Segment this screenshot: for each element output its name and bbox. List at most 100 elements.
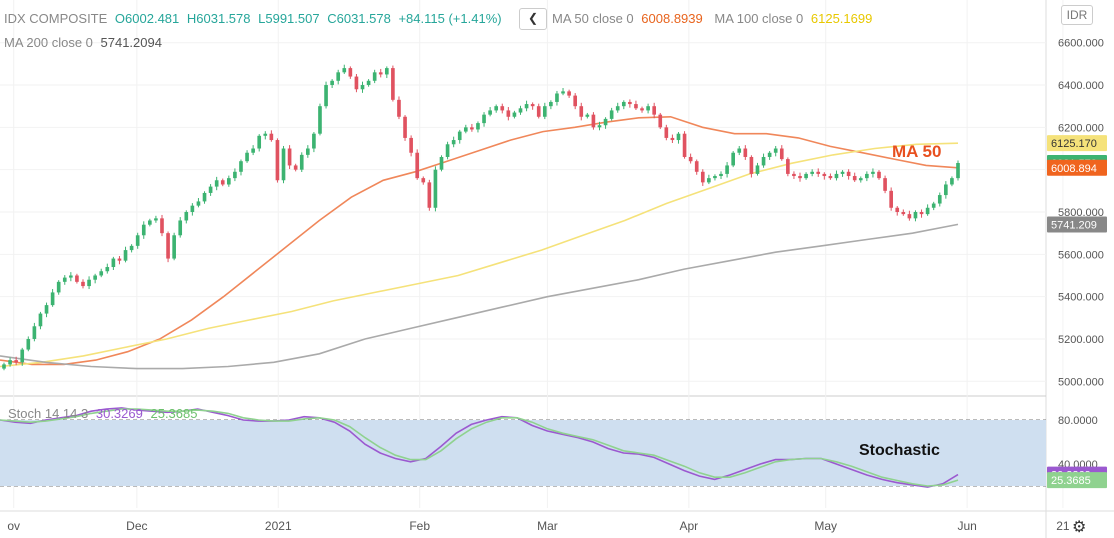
candle-body <box>281 148 286 181</box>
candle-body <box>482 114 486 124</box>
ma-line-1 <box>0 142 959 368</box>
candle-body <box>530 104 535 107</box>
candle-body <box>816 171 821 174</box>
candle-body <box>828 176 833 179</box>
candle-body <box>907 214 912 219</box>
candle-body <box>713 176 717 179</box>
candle-body <box>585 114 590 117</box>
candle-body <box>865 173 869 179</box>
price-tick-label: 5800.000 <box>1058 207 1104 219</box>
candle-body <box>336 72 341 81</box>
candle-body <box>700 171 705 183</box>
price-tick-label: 6600.000 <box>1058 38 1104 50</box>
candle-body <box>767 152 772 157</box>
candle-body <box>93 275 97 280</box>
candlesticks <box>2 64 960 371</box>
candle-body <box>646 106 650 111</box>
time-axis: ov Dec 2021 Feb Mar Apr May Jun 21 <box>7 519 1070 533</box>
ma200-value: 5741.2094 <box>100 35 162 50</box>
candle-body <box>488 110 492 115</box>
candle-body <box>573 95 578 107</box>
ma100-value: 6125.1699 <box>810 11 873 26</box>
candle-body <box>707 178 711 183</box>
candle-body <box>257 135 262 149</box>
candle-body <box>628 101 632 105</box>
settings-gear-icon[interactable]: ⚙ <box>1072 519 1087 536</box>
time-tick-label: ov <box>7 519 20 533</box>
candle-body <box>342 68 347 73</box>
low-value: L5991.507 <box>258 11 320 26</box>
candle-body <box>476 123 480 130</box>
candle-body <box>506 110 511 117</box>
ma200-label: MA 200 close 0 <box>4 35 93 50</box>
candle-body <box>919 212 924 215</box>
candle-body <box>184 212 189 221</box>
candle-body <box>287 148 292 166</box>
candle-body <box>944 184 948 196</box>
time-tick-label: Dec <box>126 519 147 533</box>
candle-body <box>239 161 243 172</box>
time-tick-label: 21 <box>1056 519 1070 533</box>
price-tick-label: 5200.000 <box>1058 334 1104 346</box>
candle-body <box>305 148 310 155</box>
stoch-legend: Stoch 14 14 3 30.3269 25.3685 <box>8 406 201 421</box>
ma-line-0 <box>0 115 959 366</box>
candle-body <box>105 267 110 272</box>
candle-body <box>603 118 608 126</box>
candle-body <box>694 161 699 172</box>
candle-body <box>451 140 456 145</box>
candle-body <box>457 131 462 141</box>
candle-body <box>275 140 280 181</box>
candle-body <box>937 195 942 204</box>
candle-body <box>69 275 73 278</box>
time-tick-label: May <box>814 519 837 533</box>
ohlc-legend: IDX COMPOSITE O6002.481 H6031.578 L5991.… <box>4 11 506 26</box>
candle-body <box>233 171 237 179</box>
candle-body <box>542 106 547 117</box>
time-tick-label: 2021 <box>265 519 292 533</box>
candle-body <box>792 173 796 177</box>
stochastic-lines <box>0 407 959 488</box>
candle-body <box>299 154 304 170</box>
candle-body <box>761 156 766 166</box>
candle-body <box>852 176 857 181</box>
price-label-text: 6008.894 <box>1051 163 1097 175</box>
close-value: C6031.578 <box>327 11 391 26</box>
time-tick-label: Mar <box>537 519 558 533</box>
stoch-label: Stoch 14 14 3 <box>8 406 89 421</box>
change-value: +84.115 (+1.41%) <box>398 11 502 26</box>
candle-body <box>439 156 444 170</box>
candle-body <box>99 271 104 276</box>
candle-body <box>579 106 584 117</box>
candle-body <box>129 245 134 251</box>
high-value: H6031.578 <box>186 11 251 26</box>
candle-body <box>208 186 213 193</box>
candle-body <box>391 68 395 100</box>
time-tick-label: Feb <box>409 519 430 533</box>
price-label-text: 6125.170 <box>1051 138 1097 150</box>
stoch-k-value: 30.3269 <box>95 406 143 421</box>
price-label-box <box>1047 216 1107 233</box>
time-tick-label: Jun <box>957 519 976 533</box>
candle-body <box>20 349 25 363</box>
chevron-left-icon: ❮ <box>527 11 539 25</box>
candle-body <box>555 93 559 102</box>
price-label-box <box>1047 159 1107 176</box>
candle-body <box>220 180 225 185</box>
candle-body <box>609 110 614 119</box>
candle-body <box>190 205 195 212</box>
candle-body <box>14 360 18 363</box>
currency-button[interactable]: IDR <box>1061 5 1093 25</box>
candle-body <box>172 235 176 259</box>
stoch-line-d <box>0 408 959 487</box>
candle-body <box>445 144 450 157</box>
candle-body <box>597 125 602 128</box>
candle-body <box>111 258 116 268</box>
collapse-legend-button[interactable]: ❮ <box>519 8 547 30</box>
candle-body <box>634 104 638 109</box>
candle-body <box>494 106 499 111</box>
candle-body <box>549 101 553 107</box>
candle-body <box>214 180 219 187</box>
candle-body <box>330 80 334 86</box>
